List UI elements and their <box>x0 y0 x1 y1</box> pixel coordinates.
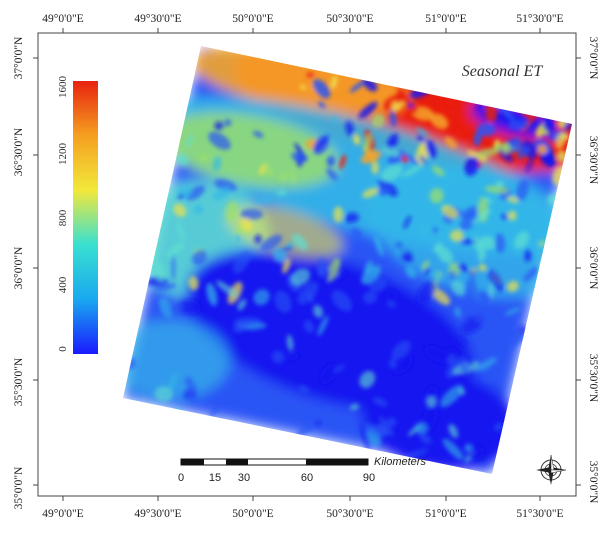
lon-label-top: 50°0'0"E <box>232 13 273 25</box>
colorbar-legend: 0 400 800 1200 1600 <box>57 76 98 354</box>
scale-bar-segment <box>306 459 368 465</box>
lon-label-bottom: 51°30'0"E <box>516 508 563 520</box>
compass-rose-icon <box>536 454 567 485</box>
lon-label-bottom: 51°0'0"E <box>425 508 466 520</box>
lon-label-top: 50°30'0"E <box>326 13 373 25</box>
lat-label-right: 37°0'0"N <box>587 37 599 80</box>
et-raster-scene <box>123 46 572 474</box>
top-longitude-labels: 49°0'0"E 49°30'0"E 50°0'0"E 50°30'0"E 51… <box>42 13 563 25</box>
lon-label-top: 49°30'0"E <box>134 13 181 25</box>
left-latitude-labels: 37°0'0"N 36°30'0"N 36°0'0"N 35°30'0"N 35… <box>13 36 25 509</box>
colorbar-label: 1200 <box>57 143 69 166</box>
lon-label-top: 49°0'0"E <box>42 13 83 25</box>
right-latitude-labels: 37°0'0"N 36°30'0"N 36°0'0"N 35°30'0"N 35… <box>587 37 599 504</box>
lon-label-bottom: 50°30'0"E <box>326 508 373 520</box>
lat-label-right: 36°30'0"N <box>587 136 599 185</box>
scale-bar: 0 15 30 60 90 Kilometers <box>178 456 427 484</box>
colorbar-label: 1600 <box>57 76 69 99</box>
lat-label-left: 36°0'0"N <box>13 246 25 289</box>
lat-label-right: 36°0'0"N <box>587 247 599 290</box>
colorbar-ramp <box>73 81 98 354</box>
scale-bar-segment <box>226 459 248 465</box>
map-title: Seasonal ET <box>462 63 544 80</box>
lat-label-left: 36°30'0"N <box>13 127 25 176</box>
lat-label-right: 35°30'0"N <box>587 354 599 403</box>
scale-bar-label: 15 <box>209 472 221 484</box>
lon-label-top: 51°0'0"E <box>425 13 466 25</box>
colorbar-label: 800 <box>57 209 69 226</box>
lat-label-left: 35°0'0"N <box>13 466 25 509</box>
scale-bar-label: 90 <box>363 472 375 484</box>
lon-label-bottom: 49°30'0"E <box>134 508 181 520</box>
map-frame <box>37 32 577 497</box>
lat-label-left: 35°30'0"N <box>13 357 25 406</box>
scale-bar-label: 30 <box>238 472 250 484</box>
lon-label-top: 51°30'0"E <box>516 13 563 25</box>
lat-label-right: 35°0'0"N <box>587 461 599 504</box>
scale-bar-segment <box>181 459 204 465</box>
lon-label-bottom: 49°0'0"E <box>42 508 83 520</box>
scale-bar-label: 0 <box>178 472 184 484</box>
bottom-longitude-labels: 49°0'0"E 49°30'0"E 50°0'0"E 50°30'0"E 51… <box>42 508 563 520</box>
graticule-ticks <box>33 28 581 501</box>
colorbar-label: 0 <box>57 346 69 352</box>
scale-bar-unit: Kilometers <box>374 456 426 468</box>
lat-label-left: 37°0'0"N <box>13 36 25 79</box>
scale-bar-label: 60 <box>301 472 313 484</box>
colorbar-label: 400 <box>57 276 69 293</box>
lon-label-bottom: 50°0'0"E <box>232 508 273 520</box>
